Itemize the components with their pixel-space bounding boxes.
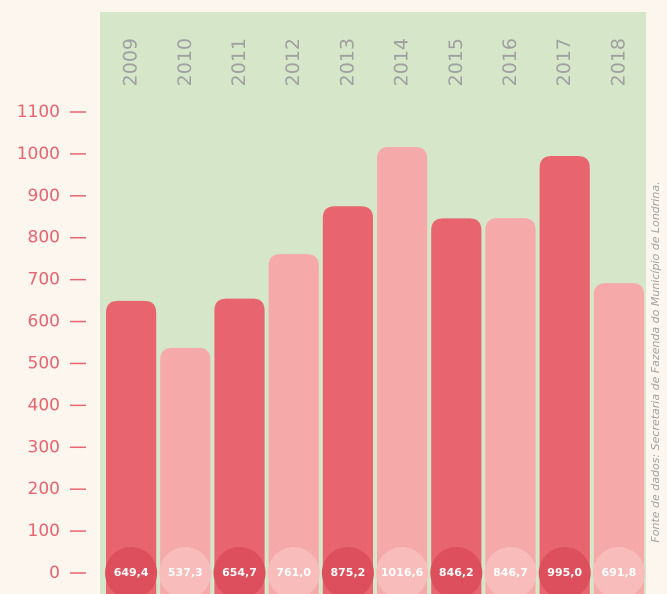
value-label: 654,7 — [222, 566, 257, 579]
x-tick-label: 2017 — [553, 38, 575, 86]
source-note: Fonte de dados: Secretaria de Fazenda do… — [649, 181, 662, 542]
y-tick-label: 300 — [28, 437, 60, 457]
bar — [431, 218, 482, 594]
value-label-bg — [267, 547, 320, 594]
value-label-bg — [592, 547, 645, 594]
bar — [593, 283, 644, 594]
value-label-bg — [376, 547, 429, 594]
value-label: 875,2 — [331, 566, 366, 579]
value-label-bg — [213, 547, 266, 594]
value-label: 537,3 — [168, 566, 203, 579]
value-label: 649,4 — [114, 566, 149, 579]
value-label: 761,0 — [276, 566, 311, 579]
value-label-bg — [484, 547, 537, 594]
x-tick-label: 2010 — [174, 38, 196, 86]
y-tick-label: 700 — [28, 270, 60, 290]
x-tick-label: 2015 — [445, 38, 467, 86]
bar — [160, 347, 211, 594]
bar — [106, 300, 157, 594]
bar — [377, 146, 428, 594]
bar — [539, 156, 590, 594]
x-tick-label: 2014 — [391, 38, 413, 86]
value-label-bg — [159, 547, 212, 594]
value-label-bg — [105, 547, 158, 594]
value-label-bg — [321, 547, 374, 594]
x-tick-label: 2012 — [282, 38, 304, 86]
value-label: 995,0 — [547, 566, 582, 579]
x-tick-label: 2013 — [336, 38, 358, 86]
value-label-bg — [538, 547, 591, 594]
bar — [214, 298, 265, 594]
y-tick-label: 400 — [28, 395, 60, 415]
x-tick-label: 2018 — [607, 38, 629, 86]
value-label-bg — [430, 547, 483, 594]
y-tick-label: 200 — [28, 479, 60, 499]
x-tick-label: 2009 — [120, 38, 142, 86]
value-label: 1016,6 — [381, 566, 424, 579]
value-label: 846,2 — [439, 566, 474, 579]
y-tick-label: 600 — [28, 312, 60, 332]
y-tick-label: 500 — [28, 353, 60, 373]
bar — [322, 206, 373, 594]
y-tick-label: 0 — [49, 563, 60, 583]
y-tick-label: 1100 — [17, 102, 60, 122]
y-tick-label: 100 — [28, 521, 60, 541]
x-tick-label: 2016 — [499, 38, 521, 86]
y-tick-label: 900 — [28, 186, 60, 206]
value-label: 691,8 — [602, 566, 637, 579]
y-tick-label: 1000 — [17, 144, 60, 164]
bar — [268, 254, 319, 594]
value-label: 846,7 — [493, 566, 528, 579]
x-tick-label: 2011 — [228, 38, 250, 86]
y-tick-label: 800 — [28, 228, 60, 248]
bar — [485, 218, 536, 594]
